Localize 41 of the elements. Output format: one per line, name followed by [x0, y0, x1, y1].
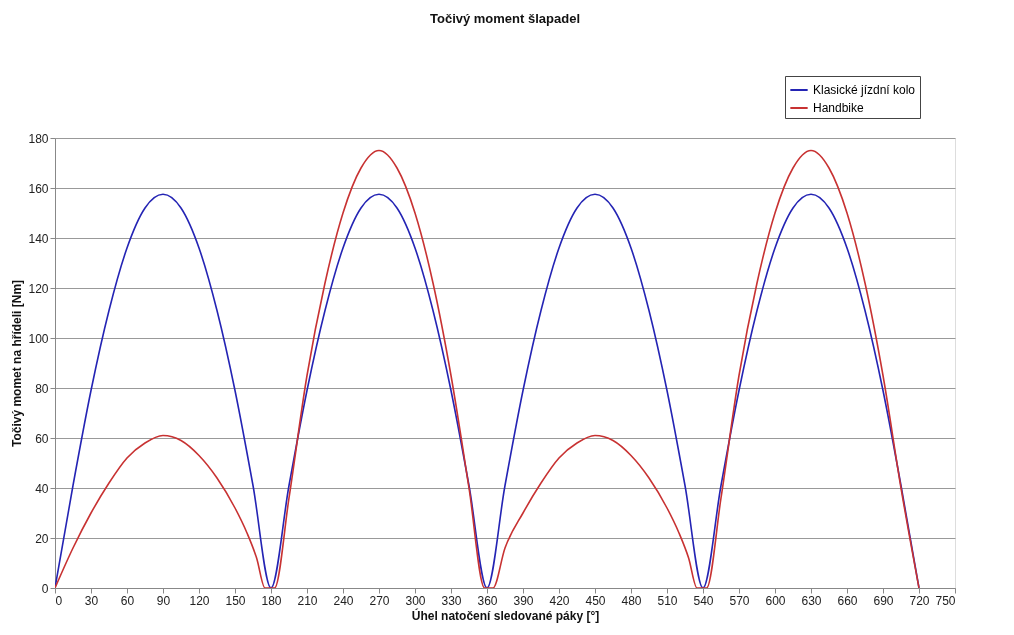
- y-tick-label: 100: [28, 331, 49, 346]
- x-axis-title: Úhel natočení sledované páky [°]: [411, 607, 600, 623]
- y-tick-label: 140: [28, 231, 49, 246]
- x-tick-label: 30: [84, 593, 99, 608]
- y-tick-label: 20: [35, 531, 49, 546]
- x-tick-label: 270: [369, 593, 390, 608]
- y-tick-label: 120: [28, 281, 49, 296]
- y-tick-label: 160: [28, 181, 49, 196]
- x-tick-label: 600: [765, 593, 786, 608]
- chart-title: Točivý moment šlapadel: [429, 10, 581, 26]
- x-tick-label: 60: [120, 593, 135, 608]
- x-tick-label: 330: [441, 593, 462, 608]
- x-tick-label: 360: [477, 593, 498, 608]
- x-tick-label: 90: [156, 593, 171, 608]
- x-tick-label: 690: [873, 593, 894, 608]
- y-axis-title: Točivý momet na hřídeli [Nm]: [10, 279, 25, 448]
- x-tick-label: 450: [585, 593, 606, 608]
- y-tick-label: 180: [28, 131, 49, 146]
- legend-label: Handbike: [813, 101, 865, 115]
- legend-label: Klasické jízdní kolo: [813, 83, 916, 97]
- y-tick-label: 0: [41, 581, 49, 596]
- x-tick-label: 120: [189, 593, 210, 608]
- x-tick-label: 210: [297, 593, 318, 608]
- x-tick-label: 240: [333, 593, 354, 608]
- x-tick-label: 0: [55, 593, 63, 608]
- x-tick-label: 180: [261, 593, 282, 608]
- x-tick-label: 540: [693, 593, 714, 608]
- x-tick-label: 300: [405, 593, 426, 608]
- y-tick-label: 40: [35, 481, 49, 496]
- x-tick-label: 150: [225, 593, 246, 608]
- y-tick-label: 80: [35, 381, 49, 396]
- y-tick-label: 60: [35, 431, 49, 446]
- x-tick-label: 570: [729, 593, 750, 608]
- x-tick-label: 750: [935, 593, 956, 608]
- x-tick-label: 510: [657, 593, 678, 608]
- x-tick-label: 420: [549, 593, 570, 608]
- x-tick-label: 660: [837, 593, 858, 608]
- x-tick-label: 390: [513, 593, 534, 608]
- x-tick-label: 720: [909, 593, 930, 608]
- x-tick-label: 480: [621, 593, 642, 608]
- x-tick-label: 630: [801, 593, 822, 608]
